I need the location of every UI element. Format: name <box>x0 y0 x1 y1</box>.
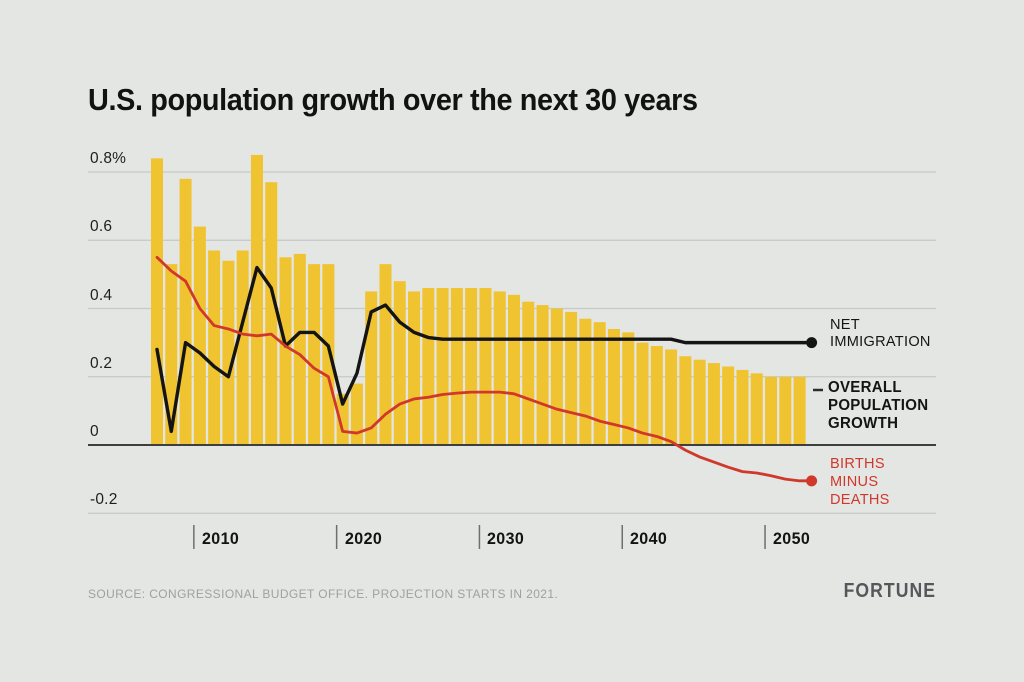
net-immigration-label: NET IMMIGRATION <box>830 316 931 350</box>
births-label-line3: DEATHS <box>830 491 890 508</box>
overall-label-line2: POPULATION <box>828 397 929 414</box>
x-axis-tick-label: 2020 <box>344 530 382 548</box>
net-immigration-label-line2: IMMIGRATION <box>830 333 931 350</box>
overall-label-line3: GROWTH <box>828 415 899 432</box>
births-label-line1: BIRTHS <box>830 455 885 472</box>
y-axis-tick-label: 0 <box>90 423 99 440</box>
x-axis-ticks <box>193 525 766 549</box>
y-axis-tick-label: 0.6 <box>90 218 113 236</box>
x-axis-tick-label: 2010 <box>201 530 239 548</box>
x-axis-tick-label: 2040 <box>630 530 668 548</box>
overall-population-growth-label: OVERALL POPULATION GROWTH <box>828 379 928 433</box>
x-axis-tick-label: 2030 <box>487 530 525 548</box>
fortune-logo: FORTUNE <box>843 580 936 602</box>
overall-label-line1: OVERALL <box>828 379 902 396</box>
line-net-immigration <box>155 265 818 434</box>
line-births-minus-deaths <box>155 255 818 487</box>
net-immigration-label-line1: NET <box>830 316 860 333</box>
births-label-line2: MINUS <box>830 473 879 490</box>
x-axis-tick-label: 2050 <box>773 530 811 548</box>
births-minus-deaths-label: BIRTHS MINUS DEATHS <box>830 455 890 509</box>
y-axis-tick-label: 0.4 <box>90 286 113 304</box>
source-note: SOURCE: CONGRESSIONAL BUDGET OFFICE. PRO… <box>88 587 559 601</box>
chart-title: U.S. population growth over the next 30 … <box>88 82 698 117</box>
y-axis-tick-label: -0.2 <box>90 491 118 509</box>
y-axis-tick-label: 0.2 <box>90 354 113 372</box>
y-axis-tick-label: 0.8% <box>90 150 127 167</box>
